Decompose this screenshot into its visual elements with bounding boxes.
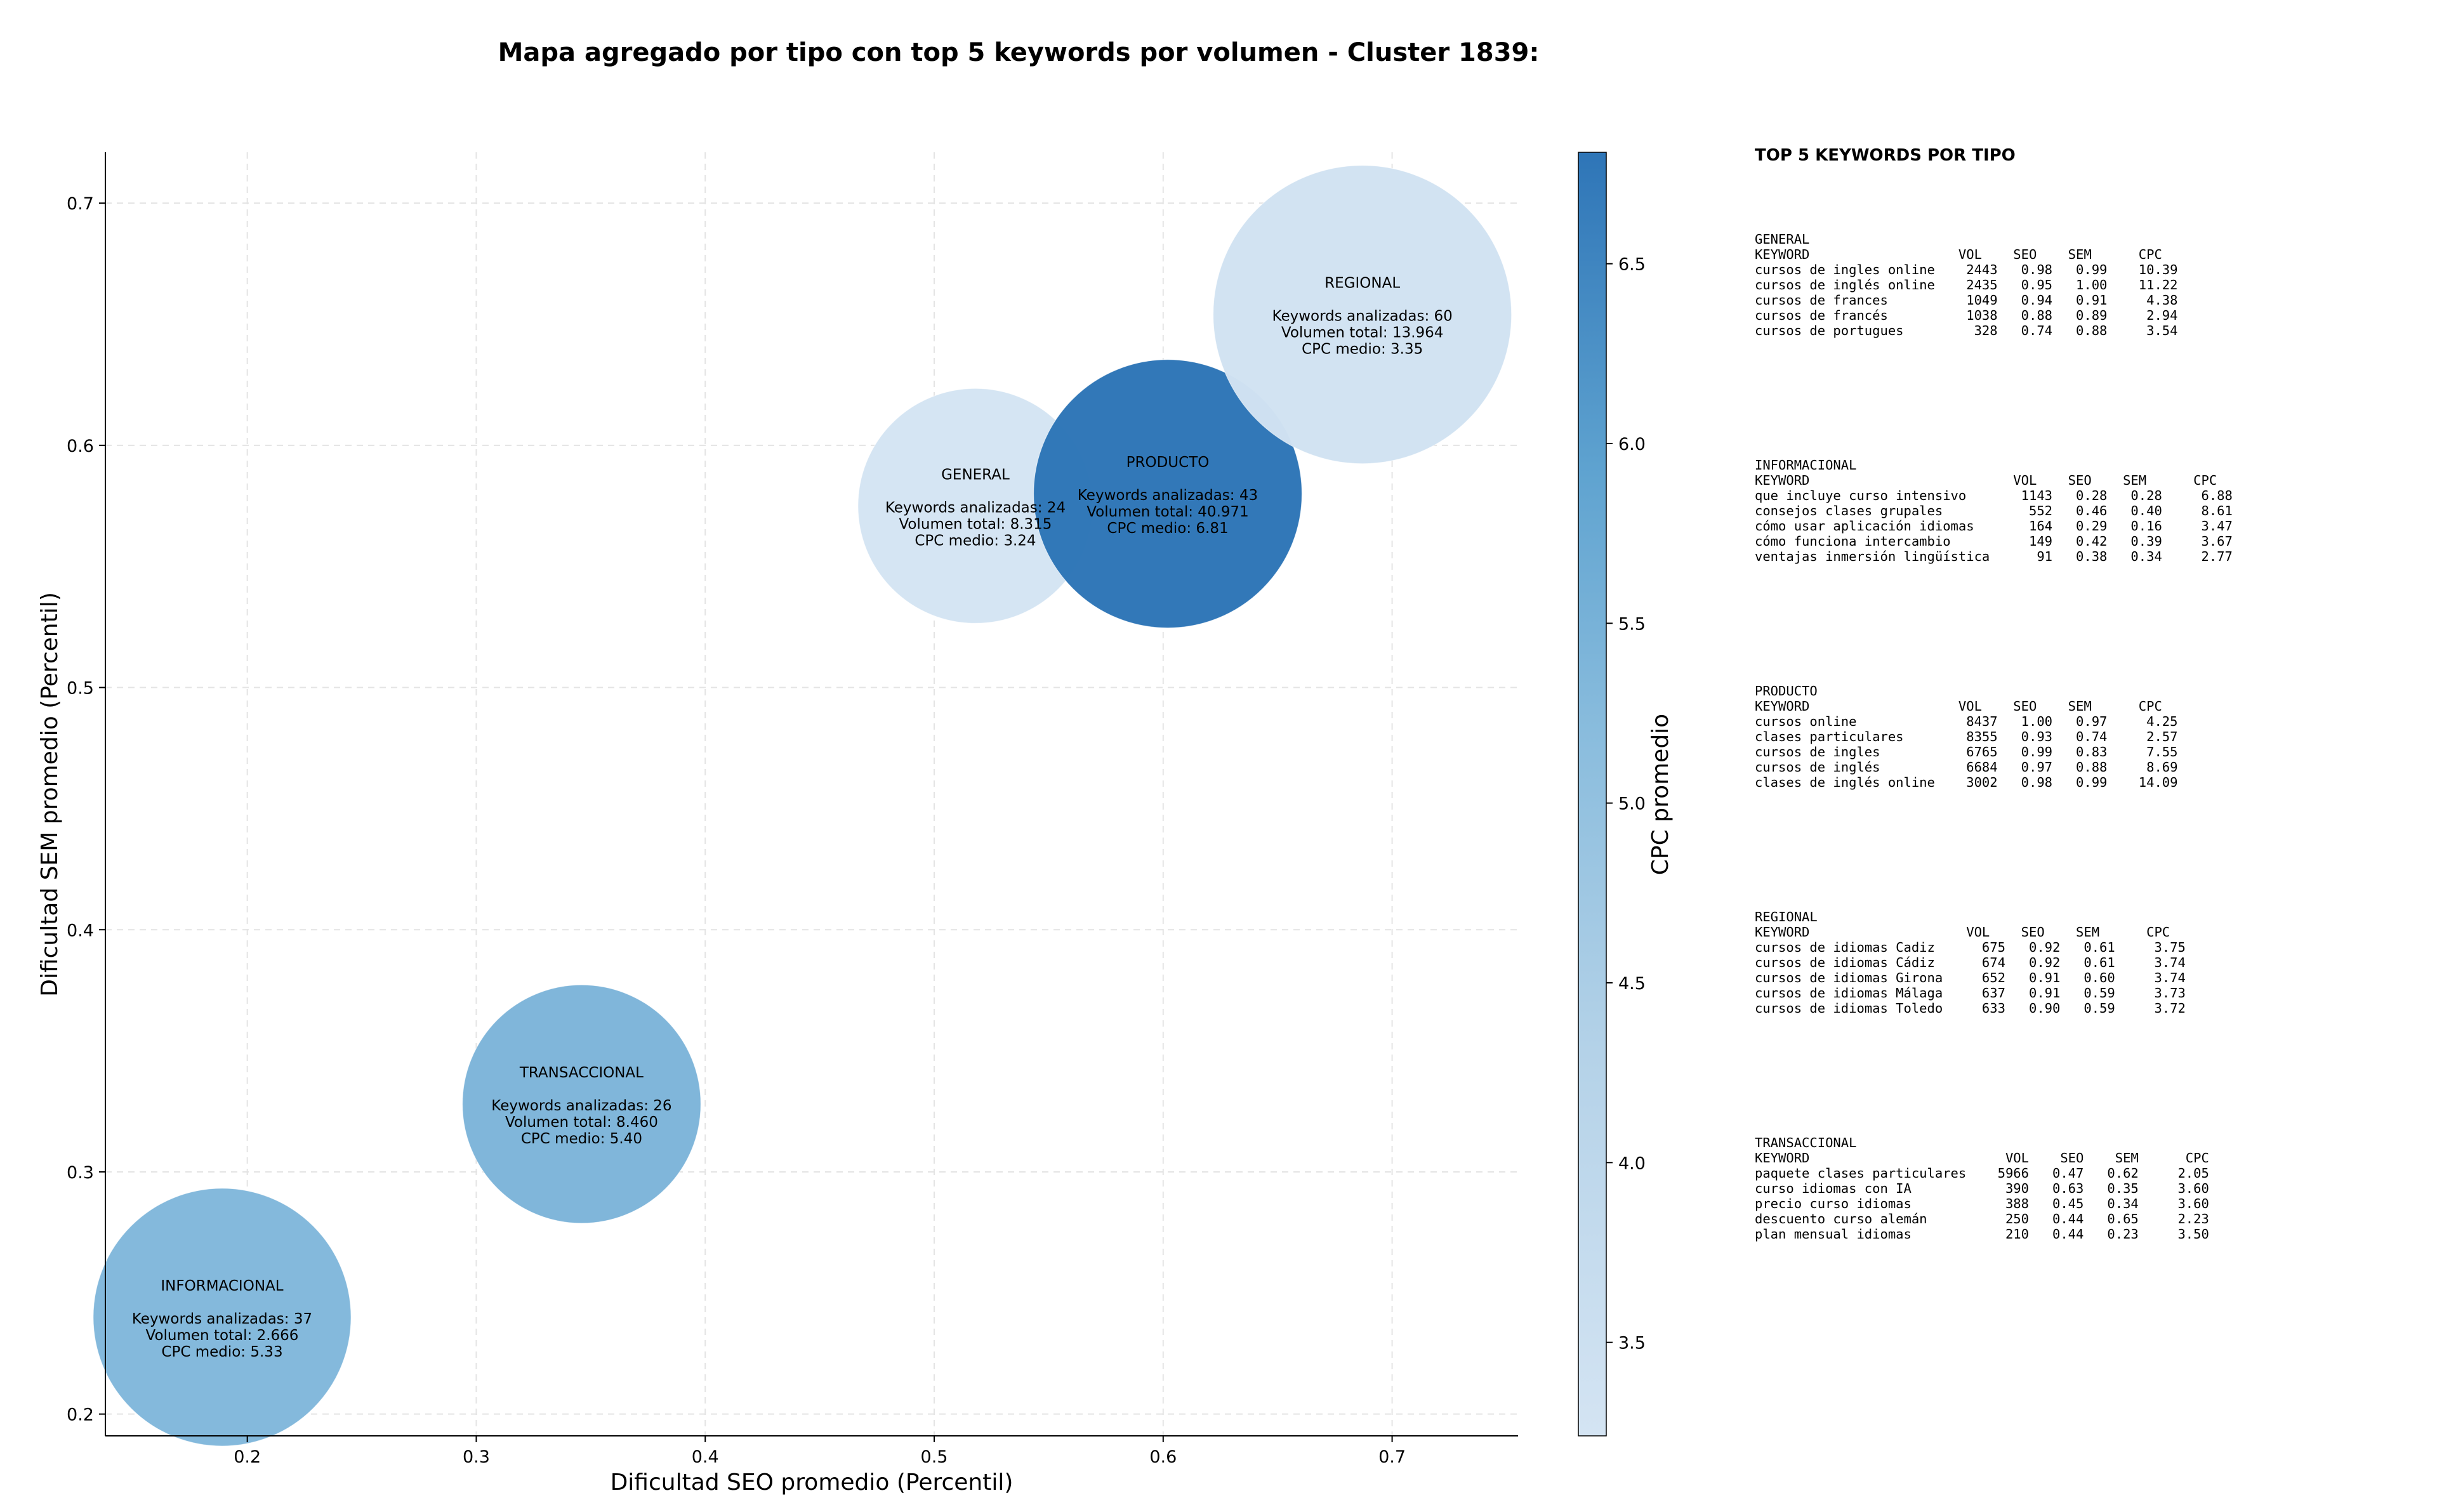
bubble-label: GENERAL — [941, 466, 1010, 483]
bubble-annotation: Keywords analizadas: 60 — [1272, 308, 1453, 325]
y-tick-label: 0.7 — [67, 194, 94, 214]
x-tick-label: 0.5 — [921, 1447, 948, 1467]
table-row: cómo funciona intercambio 149 0.42 0.39 … — [1755, 534, 2233, 549]
table-row: cursos de inglés online 2435 0.95 1.00 1… — [1755, 277, 2178, 293]
table-header: KEYWORD VOL SEO SEM CPC — [1755, 473, 2217, 488]
table-row: descuento curso alemán 250 0.44 0.65 2.2… — [1755, 1211, 2209, 1226]
bubble-annotation: CPC medio: 3.35 — [1302, 341, 1423, 358]
table-row: cursos online 8437 1.00 0.97 4.25 — [1755, 714, 2178, 729]
table-group-name: PRODUCTO — [1755, 683, 1818, 699]
bubble-transaccional — [462, 984, 701, 1224]
table-row: cursos de idiomas Toledo 633 0.90 0.59 3… — [1755, 1001, 2186, 1016]
colorbar-tick-label: 4.0 — [1618, 1154, 1646, 1173]
bubble-annotation: Volumen total: 2.666 — [146, 1327, 299, 1344]
bubble-label: REGIONAL — [1324, 275, 1400, 292]
colorbar-tick-label: 4.5 — [1618, 974, 1646, 994]
bubble-annotation: Keywords analizadas: 43 — [1078, 487, 1258, 504]
table-row: curso idiomas con IA 390 0.63 0.35 3.60 — [1755, 1181, 2209, 1196]
colorbar-tick-label: 6.5 — [1618, 255, 1646, 275]
x-tick-label: 0.4 — [692, 1447, 719, 1467]
bubble-annotation: Volumen total: 8.460 — [505, 1114, 658, 1131]
keyword-table-regional: REGIONAL KEYWORD VOL SEO SEM CPC cursos de… — [1755, 909, 2427, 1016]
table-group-name: INFORMACIONAL — [1755, 457, 1857, 473]
keyword-table-general: GENERAL KEYWORD VOL SEO SEM CPC cursos de … — [1755, 232, 2427, 338]
table-row: clases de inglés online 3002 0.98 0.99 1… — [1755, 775, 2178, 790]
colorbar-tick-label: 6.0 — [1618, 435, 1646, 454]
table-row: cómo usar aplicación idiomas 164 0.29 0.… — [1755, 518, 2233, 534]
table-group-name: GENERAL — [1755, 232, 1810, 247]
axes: 0.2 0.3 0.4 0.5 0.6 0.7 0.2 0.3 0.4 0.5 0.6 0.7 — [67, 152, 1518, 1467]
y-tick-label: 0.6 — [67, 437, 94, 456]
table-header: KEYWORD VOL SEO SEM CPC — [1755, 1150, 2209, 1166]
bubble-annotation: Keywords analizadas: 26 — [491, 1098, 671, 1114]
bubble-annotation: CPC medio: 6.81 — [1107, 520, 1228, 537]
table-row: cursos de francés 1038 0.88 0.89 2.94 — [1755, 308, 2178, 323]
bubble-annotation: Volumen total: 40.971 — [1086, 504, 1249, 520]
table-row: clases particulares 8355 0.93 0.74 2.57 — [1755, 729, 2178, 744]
table-row: plan mensual idiomas 210 0.44 0.23 3.50 — [1755, 1226, 2209, 1242]
table-row: que incluye curso intensivo 1143 0.28 0.… — [1755, 488, 2233, 503]
y-axis-label: Dificultad SEM promedio (Percentil) — [37, 592, 63, 997]
x-tick-label: 0.2 — [234, 1447, 261, 1467]
table-header: KEYWORD VOL SEO SEM CPC — [1755, 247, 2162, 262]
bubble-producto — [1033, 359, 1302, 629]
table-row: consejos clases grupales 552 0.46 0.40 8… — [1755, 503, 2233, 518]
table-header: KEYWORD VOL SEO SEM CPC — [1755, 699, 2162, 714]
y-tick-label: 0.4 — [67, 921, 94, 940]
bubble-annotation: Volumen total: 13.964 — [1281, 325, 1444, 341]
bubble-annotation: Volumen total: 8.315 — [899, 516, 1052, 532]
table-row: cursos de idiomas Cadiz 675 0.92 0.61 3.… — [1755, 940, 2186, 955]
bubble-annotation: CPC medio: 5.40 — [521, 1131, 642, 1147]
colorbar-tick-label: 3.5 — [1618, 1334, 1646, 1353]
bubble-label: PRODUCTO — [1126, 454, 1210, 471]
keywords-panel: TOP 5 KEYWORDS POR TIPO GENERAL KEYWORD V… — [1755, 146, 2427, 1242]
table-row: cursos de ingles online 2443 0.98 0.99 1… — [1755, 262, 2178, 277]
bubble-annotation: Keywords analizadas: 24 — [885, 499, 1066, 516]
colorbar-label: CPC promedio — [1648, 714, 1674, 875]
bubble-annotation: CPC medio: 3.24 — [915, 532, 1036, 549]
table-row: ventajas inmersión lingüística 91 0.38 0… — [1755, 549, 2233, 564]
table-header: KEYWORD VOL SEO SEM CPC — [1755, 924, 2170, 940]
colorbar-ticks: 3.5 4.0 4.5 5.0 5.5 6.0 6.5 — [1606, 255, 1646, 1353]
y-tick-label: 0.5 — [67, 679, 94, 699]
x-tick-label: 0.3 — [463, 1447, 490, 1467]
bubble-annotation: Keywords analizadas: 37 — [132, 1311, 312, 1327]
colorbar — [1578, 152, 1607, 1436]
table-group-name: REGIONAL — [1755, 909, 1818, 924]
keyword-table-producto: PRODUCTO KEYWORD VOL SEO SEM CPC cursos on… — [1755, 683, 2427, 790]
y-tick-label: 0.2 — [67, 1405, 94, 1425]
table-row: cursos de frances 1049 0.94 0.91 4.38 — [1755, 293, 2178, 308]
bubble-annotation: CPC medio: 5.33 — [161, 1344, 282, 1360]
table-row: cursos de ingles 6765 0.99 0.83 7.55 — [1755, 744, 2178, 759]
colorbar-tick-label: 5.5 — [1618, 614, 1646, 634]
table-row: cursos de inglés 6684 0.97 0.88 8.69 — [1755, 759, 2178, 775]
table-row: cursos de idiomas Málaga 637 0.91 0.59 3… — [1755, 985, 2186, 1001]
keywords-panel-title: TOP 5 KEYWORDS POR TIPO — [1755, 146, 2016, 165]
x-tick-label: 0.6 — [1149, 1447, 1177, 1467]
colorbar-tick-label: 5.0 — [1618, 794, 1646, 814]
bubble-label: TRANSACCIONAL — [519, 1065, 644, 1081]
keyword-tables: GENERAL KEYWORD VOL SEO SEM CPC cursos de … — [1755, 232, 2427, 1242]
table-row: cursos de portugues 328 0.74 0.88 3.54 — [1755, 323, 2178, 338]
table-row: paquete clases particulares 5966 0.47 0.… — [1755, 1166, 2209, 1181]
bubble-label: INFORMACIONAL — [161, 1278, 283, 1294]
chart-title: Mapa agregado por tipo con top 5 keyword… — [498, 38, 1540, 67]
bubble-informacional — [93, 1188, 352, 1447]
table-row: precio curso idiomas 388 0.45 0.34 3.60 — [1755, 1196, 2209, 1211]
table-row: cursos de idiomas Girona 652 0.91 0.60 3… — [1755, 970, 2186, 985]
table-group-name: TRANSACCIONAL — [1755, 1135, 1857, 1150]
keyword-table-informacional: INFORMACIONAL KEYWORD VOL SEO SEM CPC que … — [1755, 457, 2427, 564]
keyword-table-transaccional: TRANSACCIONAL KEYWORD VOL SEO SEM CPC paqu… — [1755, 1135, 2427, 1242]
x-axis-label: Dificultad SEO promedio (Percentil) — [611, 1469, 1014, 1496]
x-tick-label: 0.7 — [1378, 1447, 1406, 1467]
table-row: cursos de idiomas Cádiz 674 0.92 0.61 3.… — [1755, 955, 2186, 970]
y-tick-label: 0.3 — [67, 1163, 94, 1183]
bubble-regional — [1213, 165, 1512, 464]
